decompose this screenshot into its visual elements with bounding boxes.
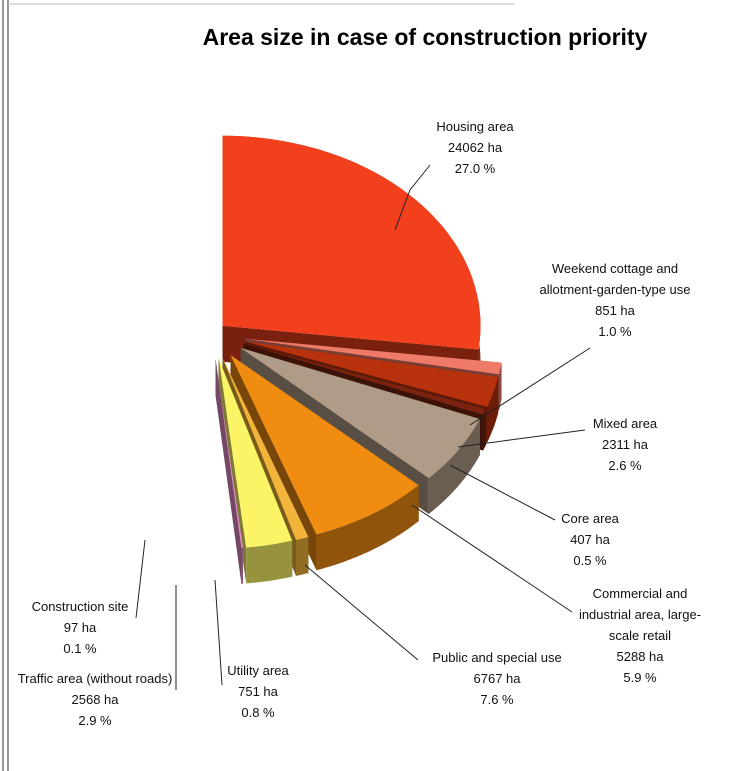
leader-line: [304, 564, 419, 661]
slice: [243, 343, 486, 415]
slice: [244, 341, 499, 407]
label-line: 2.6 %: [608, 458, 642, 473]
slice: [230, 355, 419, 535]
leader-line: [469, 347, 591, 426]
label-line: 97 ha: [63, 620, 97, 635]
label-line: Utility area: [227, 663, 289, 678]
leader-line: [214, 579, 223, 686]
label-line: 407 ha: [570, 532, 610, 547]
label-line: 751 ha: [238, 684, 278, 699]
label-line: 0.8 %: [241, 705, 275, 720]
data-label: Housing area 24062 ha 27.0 %: [400, 116, 550, 179]
label-line: Commercial and industrial area, large-sc…: [578, 586, 702, 643]
label-line: Housing area: [436, 119, 514, 134]
label-line: Public and special use: [432, 650, 562, 665]
slice-side: [215, 358, 242, 584]
leaders: [135, 164, 591, 690]
data-label: Mixed area 2311 ha 2.6 %: [565, 413, 685, 476]
leader-line: [457, 429, 586, 448]
pie: [215, 135, 502, 584]
data-label: Core area 407 ha 0.5 %: [540, 508, 640, 571]
slice: [215, 358, 243, 548]
label-line: Construction site: [31, 599, 129, 614]
label-line: 2.9 %: [78, 713, 112, 728]
label-line: 851 ha: [595, 303, 635, 318]
slice: [222, 357, 309, 540]
slice: [240, 347, 480, 478]
slice: [218, 358, 293, 548]
slice-side: [499, 362, 502, 411]
label-line: 0.1 %: [63, 641, 97, 656]
leader-line: [394, 164, 431, 231]
leader-line: [135, 539, 146, 619]
data-label: Traffic area (without roads) 2568 ha 2.9 %: [10, 668, 180, 731]
leader-line: [449, 464, 556, 521]
slice: [245, 338, 502, 375]
data-label: Public and special use 6767 ha 7.6 %: [402, 647, 592, 710]
label-line: 27.0 %: [454, 161, 496, 176]
label-line: 0.5 %: [573, 553, 607, 568]
label-line: Weekend cottage and allotment-garden-typ…: [539, 261, 691, 297]
label-line: Traffic area (without roads): [17, 671, 173, 686]
label-line: 7.6 %: [480, 692, 514, 707]
leader-line: [411, 504, 573, 613]
slice-side: [428, 419, 480, 514]
label-line: 5288 ha: [616, 649, 664, 664]
label-line: 1.0 %: [598, 324, 632, 339]
slice: [222, 135, 481, 350]
data-label: Construction site 97 ha 0.1 %: [10, 596, 150, 659]
label-line: Mixed area: [592, 416, 658, 431]
data-label: Weekend cottage and allotment-garden-typ…: [530, 258, 700, 342]
slice-side: [296, 537, 309, 576]
label-line: Core area: [561, 511, 619, 526]
slice-side: [316, 485, 419, 571]
label-line: 6767 ha: [473, 671, 521, 686]
label-line: 24062 ha: [447, 140, 503, 155]
data-label: Utility area 751 ha 0.8 %: [203, 660, 313, 723]
label-line: 5.9 %: [623, 670, 657, 685]
slice-side: [246, 540, 293, 584]
label-line: 2311 ha: [601, 437, 649, 452]
slice-group: [215, 358, 244, 584]
slice-side: [483, 409, 486, 451]
label-line: 2568 ha: [71, 692, 119, 707]
chart-title: Area size in case of construction priori…: [202, 24, 648, 50]
slice-side: [241, 547, 243, 584]
slice-group: [230, 355, 419, 571]
data-label: Commercial and industrial area, large-sc…: [565, 583, 715, 688]
